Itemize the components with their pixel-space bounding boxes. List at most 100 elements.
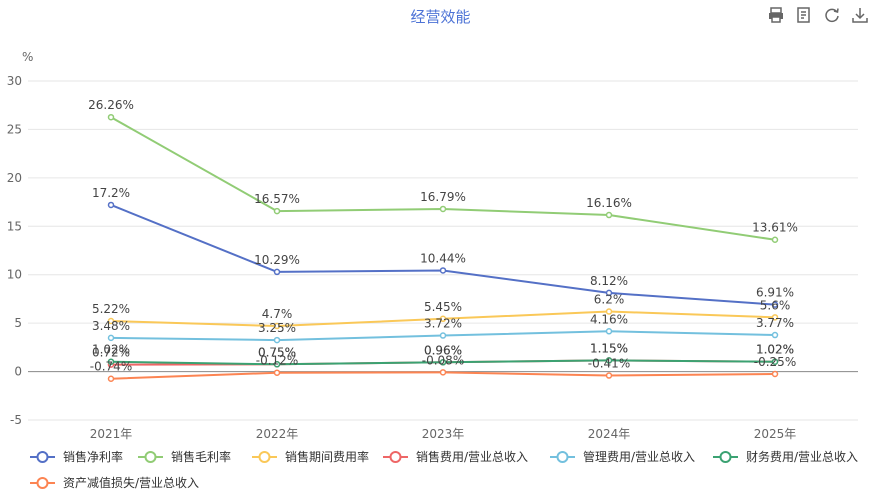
data-point: [107, 201, 115, 209]
data-label: 4.7%: [262, 307, 293, 321]
y-tick-label: 20: [7, 171, 22, 185]
legend-label: 销售净利率: [63, 450, 124, 464]
x-tick-label: 2022年: [256, 427, 299, 441]
data-label: 4.16%: [590, 312, 628, 326]
legend-marker-icon: [550, 450, 575, 463]
legend-item[interactable]: 销售期间费用率: [252, 448, 369, 465]
data-label: 0.96%: [424, 343, 462, 357]
data-point: [771, 358, 779, 365]
legend-item[interactable]: 销售费用/营业总收入: [383, 448, 528, 465]
data-point: [771, 370, 779, 378]
data-point: [771, 236, 779, 243]
data-label: 13.61%: [752, 221, 798, 235]
y-tick-label: 5: [14, 316, 22, 330]
data-label: 10.29%: [254, 253, 300, 267]
data-label: 3.72%: [424, 317, 462, 331]
data-label: 17.2%: [92, 186, 130, 200]
x-tick-label: 2025年: [754, 427, 797, 441]
data-point: [605, 211, 613, 219]
data-label: 1.15%: [590, 341, 628, 355]
legend-marker-icon: [252, 450, 277, 463]
data-point: [605, 289, 613, 297]
data-point: [273, 207, 281, 215]
data-point: [605, 357, 613, 364]
data-point: [771, 314, 779, 321]
data-point: [273, 336, 281, 344]
data-label: 3.25%: [258, 321, 296, 335]
legend-marker-icon: [713, 450, 738, 463]
data-label: 1.15%: [590, 341, 628, 355]
data-label: 10.44%: [420, 251, 466, 265]
chart-title: 经营效能: [410, 8, 471, 26]
data-label: -0.41%: [588, 357, 630, 371]
data-point: [771, 331, 779, 339]
legend-marker-icon: [30, 450, 55, 463]
chart-toolbar: [767, 6, 869, 24]
data-point: [439, 205, 447, 213]
legend-label: 资产减值损失/营业总收入: [63, 476, 200, 490]
data-point: [439, 315, 447, 323]
legend-label: 销售毛利率: [171, 450, 232, 464]
legend-label: 销售期间费用率: [285, 450, 370, 464]
data-point: [273, 268, 281, 276]
legend-label: 管理费用/营业总收入: [583, 450, 696, 464]
legend-label: 销售费用/营业总收入: [416, 450, 529, 464]
download-icon[interactable]: [851, 6, 869, 24]
x-tick-label: 2023年: [422, 427, 465, 441]
y-axis-unit: %: [22, 50, 34, 64]
data-label: -0.74%: [90, 360, 132, 374]
y-tick-label: 30: [7, 74, 22, 88]
series-line: [110, 116, 776, 241]
legend-marker-icon: [138, 450, 163, 463]
data-point: [107, 358, 115, 365]
y-tick-label: 15: [7, 219, 22, 233]
y-tick-label: -5: [10, 413, 22, 427]
data-label: 8.12%: [590, 274, 628, 288]
data-point: [273, 369, 281, 376]
legend-label: 财务费用/营业总收入: [746, 450, 859, 464]
legend-item[interactable]: 销售毛利率: [138, 448, 231, 465]
data-label: 0.72%: [92, 346, 130, 360]
data-label: 0.96%: [424, 343, 462, 357]
data-label: 5.45%: [424, 300, 462, 314]
data-point: [605, 308, 613, 315]
legend-marker-icon: [30, 476, 55, 489]
data-label: 1.02%: [756, 343, 794, 357]
data-label: 16.57%: [254, 192, 300, 206]
legend-marker-icon: [383, 450, 408, 463]
data-label: -0.12%: [256, 354, 298, 368]
data-label: 1.02%: [756, 343, 794, 357]
refresh-icon[interactable]: [823, 6, 841, 24]
data-label: -0.25%: [754, 355, 796, 369]
legend-item[interactable]: 管理费用/营业总收入: [550, 448, 695, 465]
data-point: [605, 372, 613, 379]
y-tick-label: 25: [7, 122, 22, 136]
legend-item[interactable]: 财务费用/营业总收入: [713, 448, 858, 465]
data-point: [107, 375, 115, 382]
y-tick-label: 10: [7, 268, 22, 282]
data-label: 5.6%: [760, 298, 791, 312]
data-point: [605, 328, 613, 335]
legend-item[interactable]: 资产减值损失/营业总收入: [30, 474, 199, 491]
data-label: 6.2%: [594, 293, 625, 307]
data-label: 3.48%: [92, 319, 130, 333]
data-point: [273, 322, 281, 330]
print-icon[interactable]: [767, 6, 785, 24]
data-label: 1.02%: [92, 343, 130, 357]
data-point: [107, 317, 115, 325]
data-label: 16.16%: [586, 196, 632, 210]
data-point: [107, 113, 115, 121]
legend-item[interactable]: 销售净利率: [30, 448, 123, 465]
data-label: -0.08%: [422, 353, 464, 367]
data-label: 6.91%: [756, 286, 794, 300]
data-view-icon[interactable]: [795, 6, 813, 24]
data-point: [771, 301, 779, 308]
data-label: 26.26%: [88, 98, 134, 112]
x-tick-label: 2024年: [588, 427, 631, 441]
data-point: [439, 267, 447, 274]
data-label: 3.77%: [756, 316, 794, 330]
y-tick-label: 0: [14, 365, 22, 379]
data-point: [439, 359, 447, 366]
x-tick-label: 2021年: [90, 427, 133, 441]
